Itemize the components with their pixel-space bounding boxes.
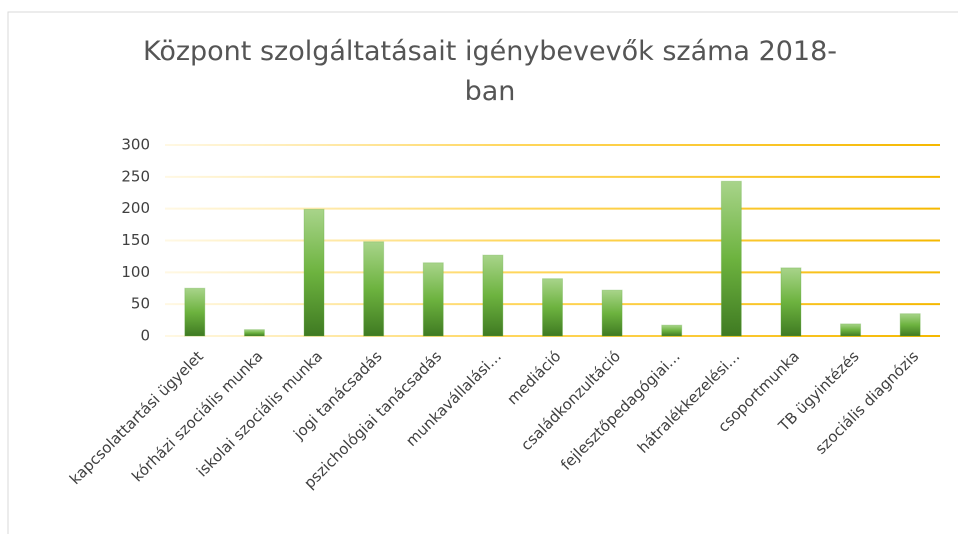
x-tick-label: szociális diagnózis	[812, 347, 923, 458]
bar	[482, 254, 504, 337]
chart-title: Központ szolgáltatásait igénybevevők szá…	[142, 36, 838, 107]
x-tick-label: hátralékkezelési…	[634, 347, 744, 457]
x-tick-label: családkonzultáció	[517, 347, 624, 454]
y-tick-label: 0	[140, 327, 150, 345]
bar	[243, 329, 265, 337]
bar	[303, 208, 325, 337]
y-tick-label: 150	[121, 231, 150, 249]
y-tick-label: 300	[121, 136, 150, 154]
x-tick-label: mediáció	[503, 347, 564, 408]
bar	[840, 323, 862, 337]
bar	[601, 289, 623, 337]
bar	[542, 278, 563, 337]
bar	[780, 267, 802, 337]
y-tick-label: 250	[121, 167, 150, 185]
frame	[7, 11, 958, 534]
bar	[720, 180, 742, 337]
y-tick-label: 200	[121, 199, 150, 217]
bar	[363, 241, 385, 337]
bar	[422, 262, 444, 337]
bar	[661, 324, 683, 337]
y-tick-label: 50	[131, 295, 150, 313]
x-tick-label: fejlesztőpedagógiai…	[557, 347, 684, 474]
bar	[184, 287, 206, 337]
y-tick-label: 100	[121, 263, 150, 281]
bar	[899, 313, 921, 337]
